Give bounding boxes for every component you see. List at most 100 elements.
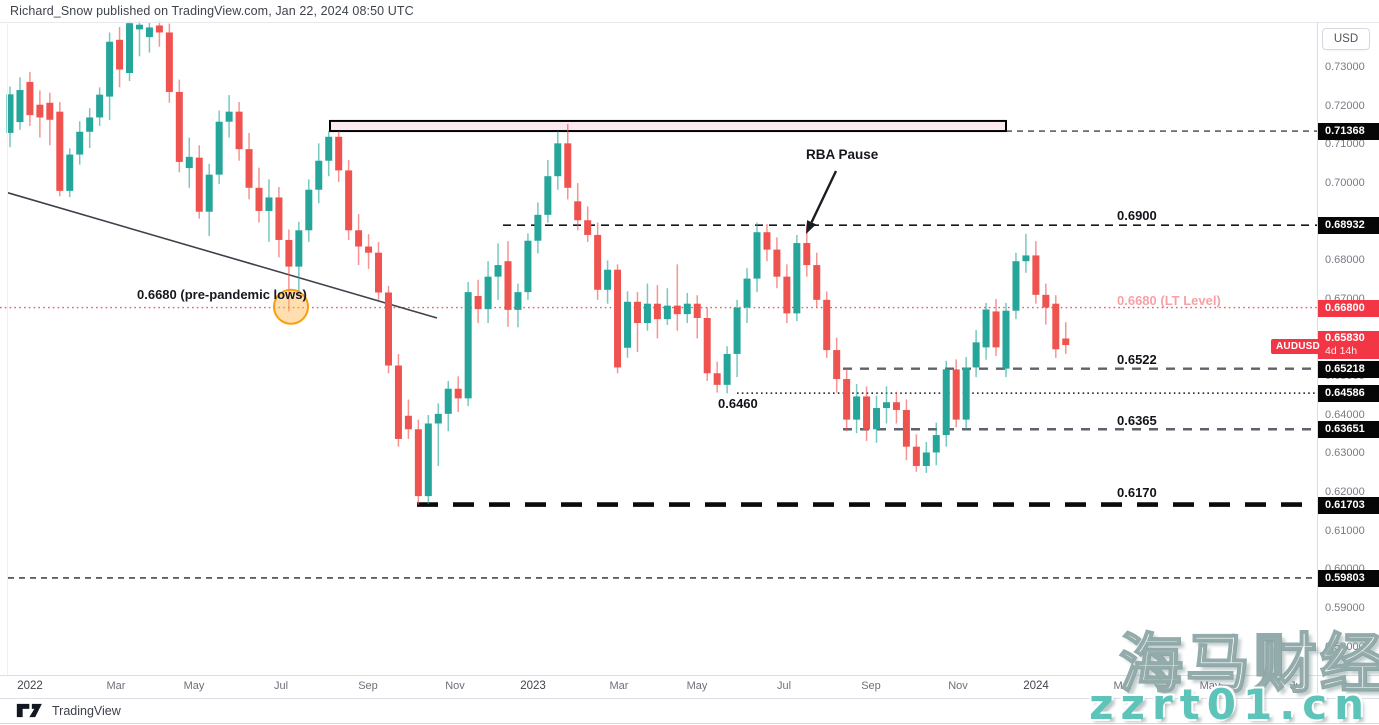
rba-arrow-head: [806, 220, 817, 234]
candle: [912, 446, 920, 466]
candle: [972, 342, 980, 368]
footer-bar: TradingView: [0, 698, 1379, 723]
candle: [235, 111, 243, 150]
candle: [46, 102, 54, 120]
publish-caption: Richard_Snow published on TradingView.co…: [10, 4, 414, 18]
price-axis-separator: [1317, 22, 1318, 697]
tradingview-logo-icon[interactable]: [16, 703, 46, 718]
candle: [614, 269, 622, 368]
candle: [76, 131, 84, 155]
time-label: 2024: [1023, 680, 1049, 692]
candle: [992, 311, 1000, 348]
candle: [504, 261, 512, 310]
candle: [952, 369, 960, 420]
time-label: Mar: [1113, 680, 1133, 692]
candle: [245, 149, 253, 188]
candle: [116, 39, 124, 70]
candle: [853, 396, 861, 420]
candle: [1042, 294, 1050, 308]
annotation-lt-level[interactable]: 0.6680 (LT Level): [1117, 293, 1221, 308]
candle: [6, 94, 14, 133]
level-label: 0.6900: [1117, 208, 1157, 223]
candle: [713, 373, 721, 385]
price-tick: 0.70000: [1325, 176, 1365, 189]
candle: [1032, 255, 1040, 295]
time-label: Mar: [609, 680, 629, 692]
candle: [1052, 303, 1060, 350]
candle: [255, 187, 263, 211]
resistance-zone[interactable]: [329, 119, 1007, 133]
candle: [813, 265, 821, 300]
candle: [703, 318, 711, 374]
price-tick: 0.71000: [1325, 138, 1365, 151]
time-axis[interactable]: 2022 Mar May Jul Sep Nov 2023 Mar May Jul Sep Nov 20…: [0, 675, 1379, 699]
rba-arrow[interactable]: [810, 170, 838, 223]
candle: [265, 197, 273, 211]
candle: [375, 252, 383, 293]
candle: [195, 157, 203, 212]
candle: [942, 369, 950, 436]
price-level-tag: 0.65218: [1318, 360, 1379, 378]
candle: [155, 25, 163, 33]
chart-top-border: [0, 22, 1379, 23]
candle: [1002, 310, 1010, 369]
candle: [683, 303, 691, 315]
price-tick: 0.73000: [1325, 61, 1365, 73]
time-label: Mar: [106, 680, 126, 692]
candle: [693, 303, 701, 319]
candle: [743, 278, 751, 308]
candle: [215, 121, 223, 175]
candle: [873, 408, 881, 430]
candle: [1062, 338, 1070, 346]
price-level-tag: 0.68932: [1318, 217, 1379, 235]
candle: [604, 269, 612, 290]
candle: [753, 232, 761, 279]
annotation-rba-pause[interactable]: RBA Pause: [806, 147, 879, 162]
candle: [365, 246, 373, 253]
candle: [126, 23, 134, 74]
candle: [335, 136, 343, 171]
time-label: May: [183, 680, 205, 692]
time-label: Jul: [1289, 680, 1305, 692]
chart-left-border: [7, 22, 8, 675]
candle: [892, 402, 900, 410]
candle: [414, 429, 422, 497]
watermark-cjk: 海马财经: [1118, 627, 1379, 703]
candle: [26, 81, 34, 116]
time-label: May: [1199, 680, 1221, 692]
candle: [424, 423, 432, 497]
candle: [474, 295, 482, 310]
candle: [325, 136, 333, 161]
price-tick: 0.59000: [1325, 601, 1365, 614]
candle: [175, 91, 183, 162]
price-level-tag: 0.59803: [1318, 569, 1379, 587]
candle: [345, 170, 353, 231]
candle: [315, 160, 323, 190]
descending-trendline[interactable]: [7, 192, 438, 319]
tradingview-brand[interactable]: TradingView: [52, 703, 121, 718]
price-axis[interactable]: USD 0.730000.720000.710000.700000.690000…: [1318, 22, 1379, 675]
screen-bottom-border: [0, 723, 1379, 724]
candle: [16, 90, 24, 123]
currency-toggle-button[interactable]: USD: [1322, 28, 1370, 50]
candle: [135, 24, 143, 30]
time-label: Nov: [948, 680, 968, 692]
candle: [454, 388, 462, 399]
candle: [295, 230, 303, 267]
annotation-pre-pandemic-lows[interactable]: 0.6680 (pre-pandemic lows): [137, 287, 307, 302]
highlight-circle[interactable]: [273, 288, 309, 325]
level-label: 0.6460: [718, 396, 758, 411]
candle: [494, 265, 502, 277]
candle: [624, 301, 632, 348]
candle: [285, 239, 293, 267]
price-level-tag: 0.61703: [1318, 496, 1379, 514]
candle: [723, 353, 731, 385]
price-tick: 0.61000: [1325, 524, 1365, 537]
candle: [564, 143, 572, 188]
candle: [165, 32, 173, 92]
time-label: Sep: [358, 680, 378, 692]
current-price-label: 0.65830 4d 14h: [1318, 331, 1379, 360]
candle: [554, 143, 562, 177]
candle: [56, 111, 64, 191]
